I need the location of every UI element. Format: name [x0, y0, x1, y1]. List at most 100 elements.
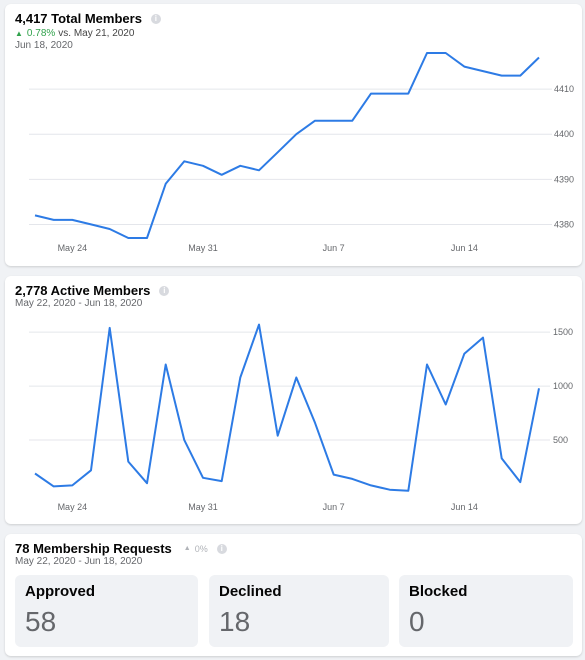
y-tick-label: 500	[553, 435, 568, 445]
data-point[interactable]	[144, 480, 150, 486]
trend-percent: 0.78%	[26, 28, 56, 39]
declined-value: 18	[219, 606, 251, 637]
data-point[interactable]	[443, 50, 449, 56]
data-point[interactable]	[405, 91, 411, 97]
active-members-chart: 500 1000 1500 May 24 May 31 Jun 7 Jun 14	[29, 322, 573, 512]
data-point[interactable]	[331, 472, 337, 478]
data-point[interactable]	[200, 163, 206, 169]
data-point[interactable]	[461, 351, 467, 357]
y-tick-label: 1500	[553, 327, 573, 337]
trend-up-arrow-icon: ▲	[15, 29, 23, 38]
data-point[interactable]	[405, 488, 411, 494]
trend-comparison: vs. May 21, 2020	[58, 28, 135, 39]
data-point[interactable]	[125, 235, 131, 241]
declined-stat[interactable]: Declined 18	[209, 575, 389, 647]
x-tick-label: Jun 14	[451, 243, 478, 253]
requests-title: 78 Membership Requests	[15, 541, 172, 556]
approved-label: Approved	[25, 583, 96, 600]
x-tick-label: May 31	[188, 243, 218, 253]
active-members-title: 2,778 Active Members	[15, 283, 151, 298]
data-point[interactable]	[125, 459, 131, 465]
data-point[interactable]	[349, 476, 355, 482]
data-point[interactable]	[219, 478, 225, 484]
membership-requests-card: 78 Membership Requests ▲ 0% i May 22, 20…	[5, 534, 582, 656]
data-point[interactable]	[499, 455, 505, 461]
data-point[interactable]	[88, 221, 94, 227]
active-members-header: 2,778 Active Members i	[15, 283, 170, 298]
data-point[interactable]	[443, 401, 449, 407]
y-tick-label: 4390	[554, 174, 574, 184]
y-tick-label: 4410	[554, 84, 574, 94]
data-point[interactable]	[107, 226, 113, 232]
total-members-title: 4,417 Total Members	[15, 11, 142, 26]
data-point[interactable]	[424, 362, 430, 368]
data-point[interactable]	[256, 322, 262, 328]
data-point[interactable]	[163, 362, 169, 368]
requests-header: 78 Membership Requests ▲ 0% i	[15, 541, 227, 556]
blocked-stat[interactable]: Blocked 0	[399, 575, 573, 647]
data-point[interactable]	[107, 325, 113, 331]
y-tick-label: 4400	[554, 129, 574, 139]
y-tick-label: 1000	[553, 381, 573, 391]
data-point[interactable]	[368, 482, 374, 488]
data-point[interactable]	[331, 118, 337, 124]
info-icon[interactable]: i	[216, 543, 227, 554]
data-point[interactable]	[51, 217, 57, 223]
info-icon[interactable]: i	[159, 285, 170, 296]
data-point[interactable]	[88, 467, 94, 473]
info-icon[interactable]: i	[150, 13, 161, 24]
data-point[interactable]	[200, 475, 206, 481]
data-point[interactable]	[480, 335, 486, 341]
data-point[interactable]	[387, 91, 393, 97]
data-point[interactable]	[293, 374, 299, 380]
y-tick-label: 4380	[554, 219, 574, 229]
data-point[interactable]	[424, 50, 430, 56]
active-members-card: 2,778 Active Members i May 22, 2020 - Ju…	[5, 276, 582, 524]
blocked-label: Blocked	[409, 583, 468, 600]
data-point[interactable]	[69, 482, 75, 488]
data-point[interactable]	[461, 64, 467, 70]
data-point[interactable]	[275, 149, 281, 155]
approved-stat[interactable]: Approved 58	[15, 575, 198, 647]
data-point[interactable]	[237, 374, 243, 380]
data-point[interactable]	[349, 118, 355, 124]
x-tick-label: May 24	[58, 243, 88, 253]
data-point[interactable]	[387, 487, 393, 493]
x-tick-label: Jun 7	[323, 502, 345, 512]
data-point[interactable]	[219, 172, 225, 178]
data-point[interactable]	[275, 433, 281, 439]
total-members-header: 4,417 Total Members i	[15, 11, 161, 26]
requests-percent: 0%	[194, 543, 208, 554]
data-point[interactable]	[181, 158, 187, 164]
data-point[interactable]	[536, 385, 542, 391]
data-point[interactable]	[237, 163, 243, 169]
data-point[interactable]	[499, 73, 505, 79]
data-point[interactable]	[293, 131, 299, 137]
approved-value: 58	[25, 606, 57, 637]
data-point[interactable]	[181, 437, 187, 443]
data-point[interactable]	[32, 212, 38, 218]
requests-date-range: May 22, 2020 - Jun 18, 2020	[15, 556, 143, 567]
data-point[interactable]	[480, 68, 486, 74]
series-line	[34, 52, 540, 239]
total-members-card: 4,417 Total Members i ▲ 0.78% vs. May 21…	[5, 4, 582, 266]
data-point[interactable]	[312, 420, 318, 426]
series-line	[34, 323, 540, 492]
data-point[interactable]	[32, 471, 38, 477]
data-point[interactable]	[69, 217, 75, 223]
x-tick-label: Jun 7	[323, 243, 345, 253]
active-members-date-range: May 22, 2020 - Jun 18, 2020	[15, 298, 143, 309]
x-tick-label: May 31	[188, 502, 218, 512]
total-members-trend: ▲ 0.78% vs. May 21, 2020	[15, 28, 134, 39]
data-point[interactable]	[312, 118, 318, 124]
trend-up-arrow-icon: ▲	[183, 545, 191, 552]
data-point[interactable]	[536, 55, 542, 61]
data-point[interactable]	[517, 479, 523, 485]
data-point[interactable]	[256, 167, 262, 173]
data-point[interactable]	[51, 483, 57, 489]
data-point[interactable]	[144, 235, 150, 241]
data-point[interactable]	[368, 91, 374, 97]
total-members-date: Jun 18, 2020	[15, 40, 73, 51]
data-point[interactable]	[163, 181, 169, 187]
data-point[interactable]	[517, 73, 523, 79]
